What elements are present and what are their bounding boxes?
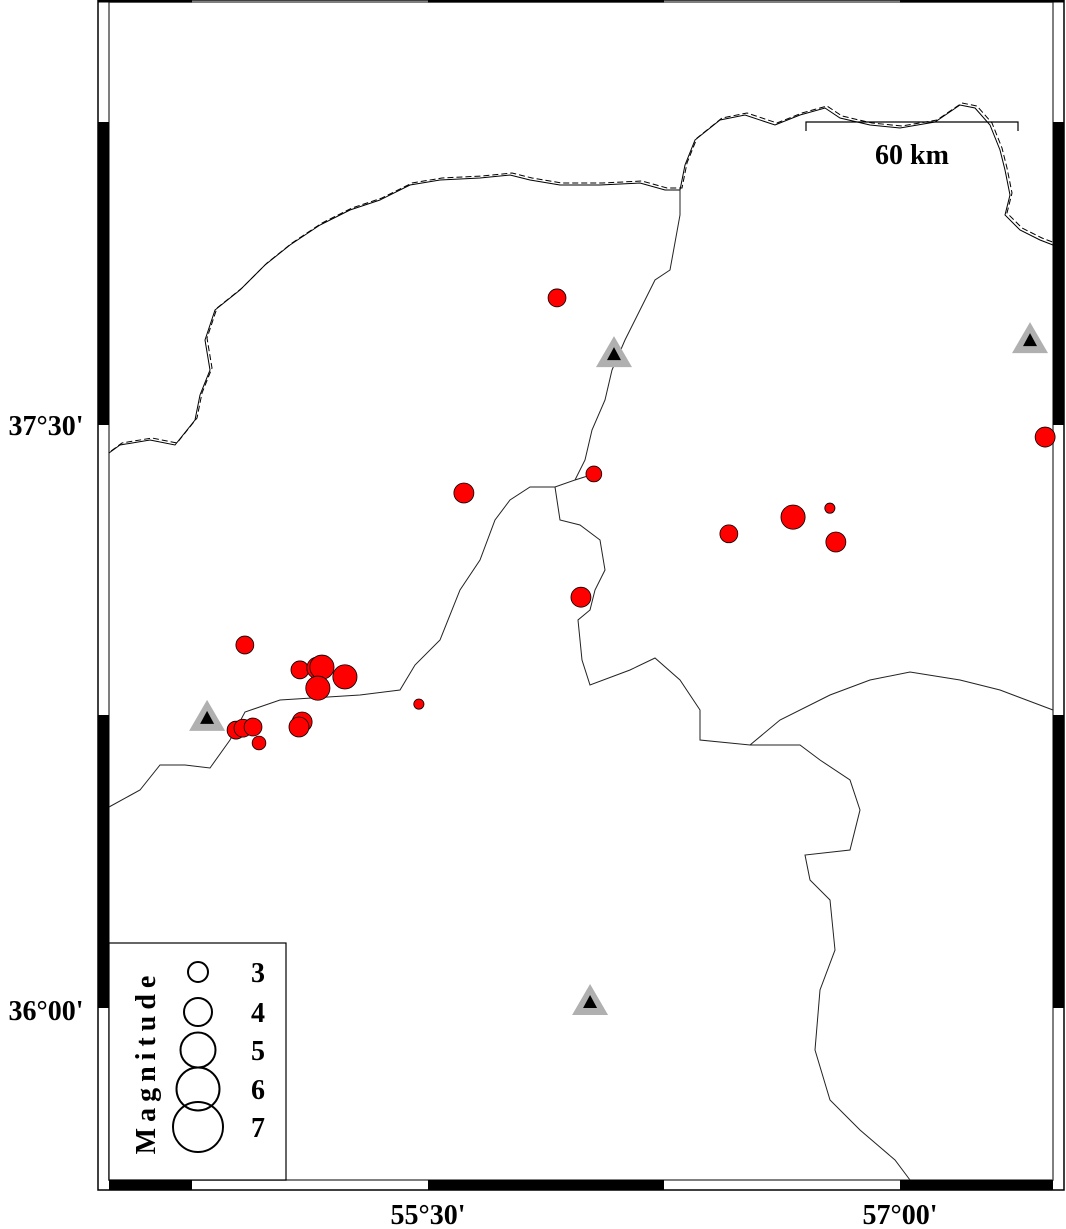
earthquake-event	[290, 660, 310, 680]
legend-magnitude-label: 4	[251, 998, 265, 1029]
scale-bar-label: 60 km	[875, 140, 949, 171]
scale-bar: 60 km	[805, 121, 1019, 171]
earthquake-event	[570, 586, 592, 608]
earthquake-event	[824, 502, 836, 514]
earthquake-event	[251, 735, 267, 751]
lat-label-37-30: 37°30'	[9, 411, 84, 442]
lon-label-57-00: 57°00'	[863, 1200, 938, 1229]
station-triangle-icon	[189, 699, 226, 731]
stations-layer	[189, 322, 1049, 1016]
earthquake-event	[288, 716, 310, 738]
legend-magnitude-label: 3	[251, 958, 265, 989]
events-layer	[226, 288, 1056, 751]
legend-magnitude-circle	[175, 1066, 221, 1112]
magnitude-legend: Magnitude 3 4 5 6 7	[108, 942, 287, 1181]
legend-magnitude-circle	[187, 961, 209, 983]
earthquake-event	[585, 465, 603, 483]
earthquake-event	[453, 482, 475, 504]
station-triangle-icon	[595, 336, 632, 368]
lon-label-55-30: 55°30'	[391, 1200, 466, 1229]
earthquake-event	[719, 524, 739, 544]
legend-title: Magnitude	[131, 970, 162, 1155]
legend-magnitude-label: 5	[251, 1036, 265, 1067]
earthquake-event	[309, 654, 335, 680]
earthquake-event	[305, 675, 331, 701]
earthquake-event	[332, 664, 358, 690]
earthquake-event	[235, 635, 255, 655]
earthquake-event	[243, 717, 263, 737]
station-triangle-icon	[572, 984, 609, 1016]
earthquake-event	[780, 504, 806, 530]
legend-magnitude-circle	[172, 1101, 224, 1153]
earthquake-event	[413, 698, 425, 710]
coastline	[108, 102, 1056, 454]
province-boundaries	[108, 190, 1054, 1181]
lat-label-36-00: 36°00'	[9, 996, 84, 1027]
legend-magnitude-circle	[183, 997, 213, 1027]
station-triangle-icon	[1012, 322, 1049, 354]
legend-magnitude-label: 6	[251, 1075, 265, 1106]
earthquake-event	[825, 531, 847, 553]
earthquake-event	[547, 288, 567, 308]
earthquake-event	[1034, 426, 1056, 448]
legend-magnitude-label: 7	[251, 1113, 265, 1144]
